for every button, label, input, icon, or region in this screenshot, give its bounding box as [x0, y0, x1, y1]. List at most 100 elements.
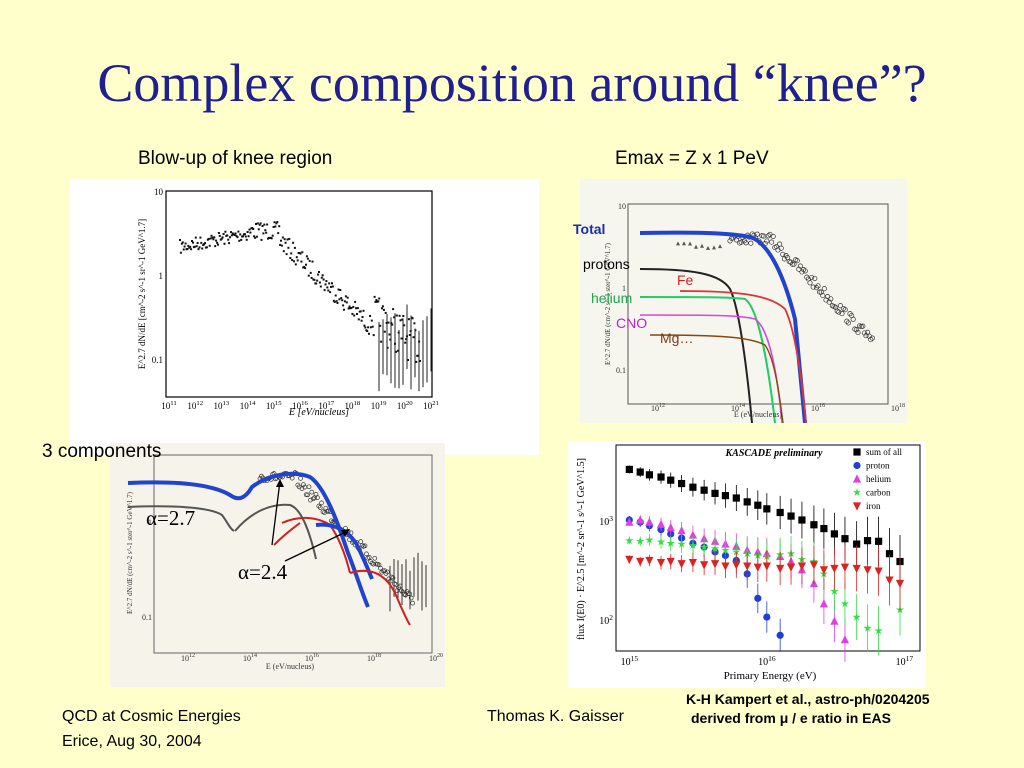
sum-of-all-point — [667, 476, 675, 484]
x-tick-label: 1016 — [292, 400, 308, 411]
x-tick-label: 1018 — [345, 400, 361, 411]
y-axis-label: E^2.7 dN/dE [cm^-2 s^-1 sr^-1 GeV^1.7] — [137, 219, 147, 369]
iron-point — [809, 561, 819, 570]
blowup-caption: Blow-up of knee region — [138, 148, 333, 169]
legend-label: carbon — [866, 488, 891, 498]
data-point — [343, 308, 345, 311]
data-point — [189, 245, 192, 248]
component-curves — [639, 230, 807, 423]
alpha24-arrow — [284, 530, 349, 562]
data-point — [218, 234, 221, 237]
data-point — [299, 486, 305, 491]
data-point — [395, 314, 398, 317]
helium-point — [840, 635, 850, 644]
data-point — [363, 324, 366, 327]
carbon-point — [699, 542, 709, 551]
data-point — [278, 225, 281, 228]
data-point — [233, 234, 236, 236]
helium-point — [636, 515, 645, 524]
data-point — [408, 334, 411, 336]
y-tick-label: 1 — [148, 518, 152, 527]
data-point — [357, 318, 360, 321]
alpha-27-annotation: α=2.7 — [146, 506, 196, 530]
data-point — [300, 260, 303, 263]
data-point — [381, 307, 383, 310]
sum-of-all-point — [841, 535, 849, 543]
data-point — [378, 565, 383, 571]
data-point — [839, 311, 845, 317]
sum-of-all-point — [820, 524, 828, 533]
data-point — [682, 241, 686, 246]
data-point — [248, 228, 251, 231]
data-point — [315, 282, 318, 285]
iron-point — [776, 564, 785, 574]
data-point — [228, 242, 231, 245]
data-point — [797, 263, 803, 269]
data-point — [399, 588, 404, 594]
data-point — [351, 312, 354, 315]
data-point — [254, 236, 257, 239]
component-curves — [127, 471, 411, 626]
data-point — [317, 273, 320, 276]
data-point — [198, 246, 201, 249]
alpha-24-annotation: α=2.4 — [238, 560, 288, 584]
label-protons: protons — [583, 256, 630, 272]
data-point — [748, 240, 754, 246]
data-point — [255, 235, 258, 238]
data-point — [289, 257, 292, 259]
data-point — [209, 237, 212, 240]
data-point — [868, 337, 874, 343]
iron-point — [786, 563, 796, 572]
y-axis-label: E^2.7 dN/dE (cm^-2 s^-1 ster^-1 GeV^1.7) — [126, 491, 134, 614]
data-point — [287, 246, 290, 249]
carbon-point — [656, 537, 666, 546]
data-point — [842, 307, 848, 313]
data-point — [390, 575, 396, 581]
data-point — [222, 233, 225, 235]
legend-label: iron — [866, 501, 881, 511]
data-point — [853, 327, 859, 333]
data-point — [179, 251, 182, 254]
data-point — [769, 239, 775, 245]
data-point — [328, 282, 331, 285]
data-point — [242, 235, 244, 238]
helium-point — [677, 526, 686, 535]
data-point — [217, 232, 220, 234]
data-point — [334, 294, 337, 297]
data-point — [323, 289, 326, 292]
x-tick-labels: 1015 1016 1017 — [621, 654, 914, 668]
data-point — [259, 222, 262, 225]
data-point — [214, 245, 217, 248]
iron-point — [895, 579, 905, 589]
label-helium: helium — [591, 290, 633, 306]
data-point — [237, 230, 240, 233]
y-tick-labels: 10.1 — [142, 518, 152, 622]
carbon-point — [677, 539, 686, 548]
data-point — [324, 283, 327, 286]
data-point — [738, 239, 744, 245]
data-point — [310, 276, 313, 279]
data-point — [231, 232, 234, 235]
data-point — [296, 259, 299, 262]
data-point — [275, 222, 278, 225]
component-1-curve — [127, 503, 317, 560]
alpha27-arrow — [271, 480, 281, 546]
data-point — [403, 324, 406, 327]
data-point — [290, 252, 293, 255]
data-point — [404, 341, 407, 344]
data-point — [794, 258, 800, 264]
y-tick-labels: 103 102 — [599, 514, 613, 627]
data-point — [332, 299, 335, 302]
x-tick-label: 1015 — [621, 654, 639, 668]
data-point — [807, 280, 813, 286]
y-axis-label: flux I(E0) · E^2.5 [m^-2 sr^-1 s^-1 GeV^… — [576, 458, 587, 640]
plot-frame — [615, 444, 921, 652]
data-point — [743, 240, 749, 246]
sum-of-all-point — [776, 508, 784, 517]
data-point — [348, 305, 351, 308]
data-point — [180, 242, 183, 245]
data-point — [293, 246, 296, 249]
y-tick-label: 102 — [599, 613, 613, 627]
data-point — [347, 307, 350, 310]
data-point — [802, 268, 808, 274]
